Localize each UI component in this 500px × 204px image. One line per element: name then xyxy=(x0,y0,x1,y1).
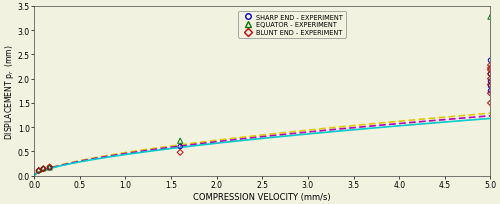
Point xyxy=(486,78,494,81)
Point xyxy=(176,151,184,154)
Point xyxy=(46,166,54,169)
Point xyxy=(486,64,494,67)
Point xyxy=(486,59,494,63)
Point xyxy=(486,85,494,88)
Point xyxy=(486,102,494,105)
Point xyxy=(486,83,494,87)
Point xyxy=(40,167,48,171)
Point xyxy=(40,167,48,170)
Point xyxy=(46,165,54,169)
Point xyxy=(176,145,184,149)
Point xyxy=(486,16,494,19)
Point xyxy=(34,169,42,173)
Point xyxy=(34,168,42,172)
Point xyxy=(486,73,494,76)
Legend: SHARP END - EXPERIMENT, EQUATOR - EXPERIMENT, BLUNT END - EXPERIMENT: SHARP END - EXPERIMENT, EQUATOR - EXPERI… xyxy=(238,12,346,39)
Point xyxy=(486,92,494,95)
Point xyxy=(176,139,184,143)
X-axis label: COMPRESSION VELOCITY (mm/s): COMPRESSION VELOCITY (mm/s) xyxy=(194,192,331,201)
Y-axis label: DISPLACEMENT p$_r$  (mm): DISPLACEMENT p$_r$ (mm) xyxy=(4,44,16,139)
Point xyxy=(486,67,494,70)
Point xyxy=(46,166,54,170)
Point xyxy=(34,169,42,173)
Point xyxy=(486,80,494,83)
Point xyxy=(40,167,48,171)
Point xyxy=(486,73,494,76)
Point xyxy=(486,69,494,72)
Point xyxy=(486,90,494,93)
